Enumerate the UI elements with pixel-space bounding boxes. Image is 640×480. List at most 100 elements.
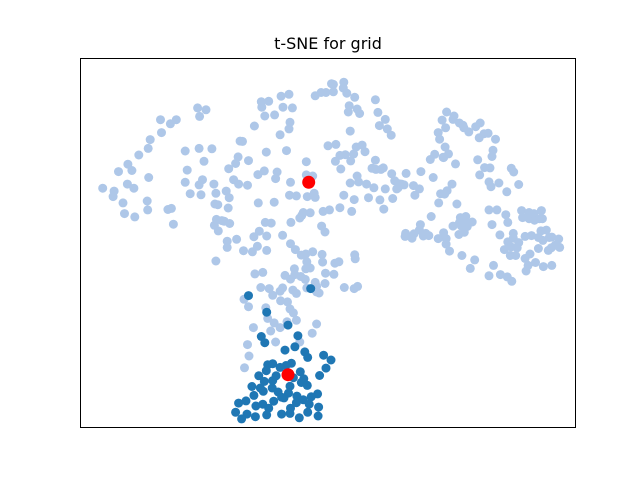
scatter-point-s0-20 [171, 115, 181, 125]
scatter-point-s0-65 [284, 124, 294, 134]
scatter-point-s0-128 [416, 167, 426, 177]
scatter-point-s0-348 [307, 328, 317, 338]
scatter-point-s0-244 [441, 239, 451, 249]
scatter-point-s0-314 [390, 176, 400, 186]
scatter-point-s0-282 [210, 199, 220, 209]
scatter-point-s0-102 [360, 147, 370, 157]
scatter-point-s1-51 [234, 398, 244, 408]
scatter-point-s0-124 [401, 168, 411, 178]
scatter-point-s0-327 [317, 221, 327, 231]
scatter-point-s0-309 [343, 107, 353, 117]
scatter-point-s2-0 [302, 175, 316, 189]
scatter-point-s0-245 [439, 228, 449, 238]
scatter-point-s1-61 [314, 402, 324, 412]
scatter-point-s0-50 [244, 156, 253, 166]
scatter-point-s0-49 [243, 180, 252, 190]
scatter-point-s0-305 [330, 258, 340, 268]
scatter-point-s1-32 [249, 390, 259, 400]
scatter-point-s0-320 [309, 188, 319, 198]
scatter-point-s0-267 [250, 269, 260, 279]
scatter-point-s0-313 [399, 180, 409, 190]
scatter-point-s0-260 [276, 296, 286, 306]
scatter-point-s1-16 [326, 355, 336, 365]
scatter-point-s0-70 [271, 174, 281, 184]
scatter-point-s0-33 [201, 105, 211, 115]
scatter-point-s0-231 [538, 262, 548, 272]
scatter-point-s0-24 [180, 177, 190, 187]
scatter-point-s0-14 [134, 150, 144, 160]
scatter-point-s1-0 [244, 291, 253, 301]
scatter-point-s0-249 [461, 212, 471, 221]
scatter-point-s0-136 [447, 179, 457, 189]
scatter-point-s0-141 [452, 199, 462, 209]
scatter-points [98, 77, 565, 424]
scatter-point-s0-181 [473, 155, 483, 165]
scatter-point-s0-2 [118, 198, 128, 208]
scatter-point-s0-77 [321, 88, 331, 97]
scatter-point-s0-339 [296, 250, 306, 260]
scatter-point-s0-117 [336, 164, 346, 174]
scatter-point-s1-58 [261, 366, 271, 376]
scatter-point-s1-33 [251, 401, 261, 411]
scatter-point-s0-238 [484, 271, 494, 281]
scatter-point-s0-38 [211, 188, 221, 198]
scatter-point-s0-58 [270, 110, 280, 120]
scatter-point-s0-347 [312, 319, 322, 329]
scatter-point-s0-62 [278, 102, 288, 112]
scatter-point-s0-39 [224, 164, 234, 174]
scatter-point-s1-39 [291, 398, 301, 408]
scatter-point-s0-331 [262, 231, 272, 241]
scatter-point-s0-113 [370, 95, 380, 105]
scatter-point-s0-328 [286, 217, 296, 227]
scatter-point-s0-35 [198, 175, 207, 185]
scatter-point-s0-159 [439, 153, 449, 163]
scatter-point-s1-18 [315, 371, 325, 380]
scatter-point-s0-10 [130, 212, 140, 222]
scatter-point-s0-118 [369, 183, 379, 193]
scatter-point-s0-251 [308, 247, 318, 257]
scatter-point-s0-86 [331, 139, 341, 149]
scatter-point-s0-87 [323, 141, 333, 151]
scatter-point-s0-106 [378, 163, 388, 173]
scatter-point-s0-8 [127, 166, 137, 175]
scatter-point-s0-338 [290, 245, 300, 255]
scatter-point-s1-52 [241, 396, 251, 406]
scatter-point-s0-275 [211, 256, 221, 266]
scatter-point-s0-223 [533, 244, 543, 253]
scatter-point-s1-54 [259, 376, 269, 386]
scatter-point-s0-230 [547, 260, 557, 270]
scatter-point-s0-116 [340, 150, 350, 160]
scatter-point-s1-45 [277, 409, 287, 419]
scatter-point-s0-263 [244, 302, 253, 312]
scatter-point-s1-15 [319, 350, 329, 360]
scatter-point-s0-155 [401, 228, 411, 238]
scatter-point-s0-107 [370, 155, 380, 165]
scatter-point-s0-69 [286, 177, 295, 187]
scatter-point-s0-54 [249, 121, 259, 131]
scatter-point-s0-292 [320, 279, 330, 288]
scatter-point-s0-9 [120, 209, 129, 219]
scatter-point-s0-308 [345, 126, 355, 136]
scatter-point-s0-213 [533, 233, 543, 242]
scatter-point-s0-195 [501, 210, 511, 220]
scatter-point-s0-293 [321, 268, 330, 278]
scatter-point-s0-191 [484, 205, 494, 215]
scatter-point-s0-234 [521, 266, 531, 276]
scatter-point-s0-15 [145, 135, 155, 145]
scatter-point-s0-222 [525, 249, 535, 259]
scatter-point-s0-55 [260, 111, 270, 121]
scatter-point-s0-29 [199, 156, 209, 166]
scatter-point-s0-187 [509, 167, 519, 177]
scatter-point-s0-329 [278, 230, 288, 240]
scatter-point-s1-46 [262, 410, 272, 420]
scatter-point-s0-358 [240, 363, 249, 373]
scatter-point-s1-42 [303, 407, 313, 417]
scatter-point-s0-23 [166, 203, 176, 213]
scatter-point-s0-129 [428, 173, 438, 182]
scatter-point-s0-180 [480, 163, 490, 173]
scatter-point-s0-345 [291, 315, 301, 325]
scatter-point-s1-59 [254, 371, 264, 381]
scatter-point-s0-357 [243, 340, 252, 350]
scatter-point-s0-173 [475, 118, 485, 128]
